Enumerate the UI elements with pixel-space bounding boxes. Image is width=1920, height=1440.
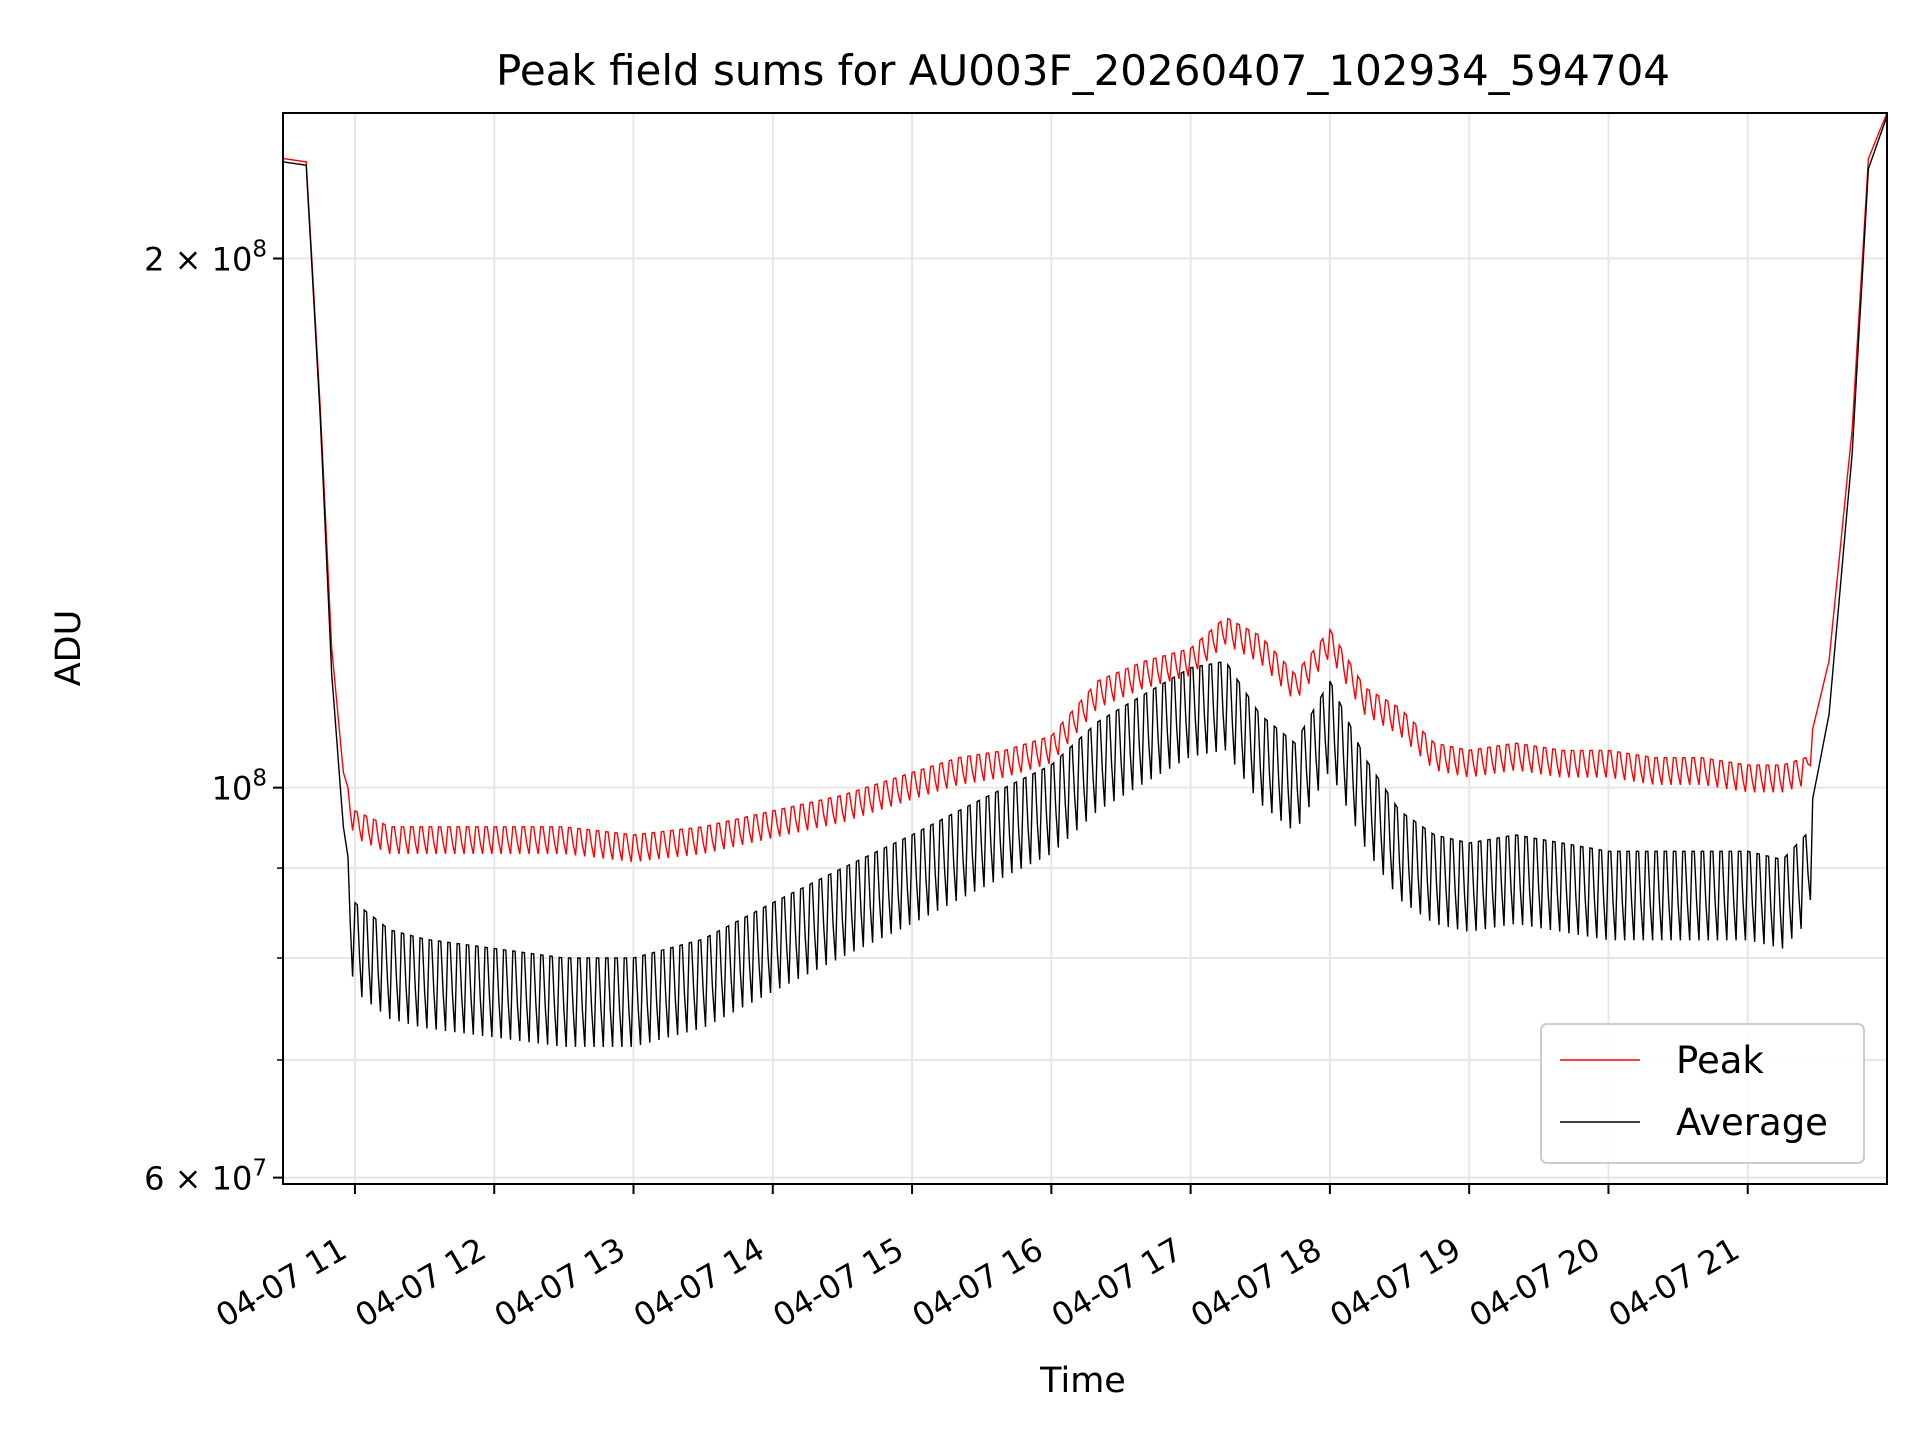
y-axis-label: ADU [49,610,89,687]
x-tick-label-5: 04-07 16 [906,1230,1050,1335]
x-tick-label-10: 04-07 21 [1602,1230,1746,1335]
x-tick-label-6: 04-07 17 [1045,1230,1189,1335]
x-tick-label-4: 04-07 15 [766,1230,910,1335]
x-tick-label-2: 04-07 13 [488,1230,632,1335]
x-axis-label: Time [1039,1361,1126,1401]
x-tick-label-8: 04-07 19 [1324,1230,1468,1335]
y-tick-label-1: 108 [212,766,267,808]
legend-average-label: Average [1676,1101,1828,1144]
y-axis-ticks: 6 × 107 108 2 × 108 [144,237,283,1198]
plot-series [283,113,1887,1048]
grid-lines [283,113,1887,1184]
plot-frame [282,112,1888,1185]
legend-box [1540,1023,1865,1164]
series-peak-line [283,113,1887,862]
x-tick-label-1: 04-07 12 [349,1230,493,1335]
chart-title: Peak field sums for AU003F_20260407_1029… [496,46,1670,95]
y-tick-label-0: 6 × 107 [144,1156,267,1198]
y-tick-label-2: 2 × 108 [144,237,267,279]
x-tick-label-7: 04-07 18 [1184,1230,1328,1335]
x-tick-label-3: 04-07 14 [627,1230,771,1335]
x-tick-label-9: 04-07 20 [1463,1230,1607,1335]
legend-peak-label: Peak [1676,1039,1764,1082]
legend: Peak Average [1540,1023,1865,1164]
x-tick-label-0: 04-07 11 [209,1230,353,1335]
series-average-line [283,115,1887,1048]
